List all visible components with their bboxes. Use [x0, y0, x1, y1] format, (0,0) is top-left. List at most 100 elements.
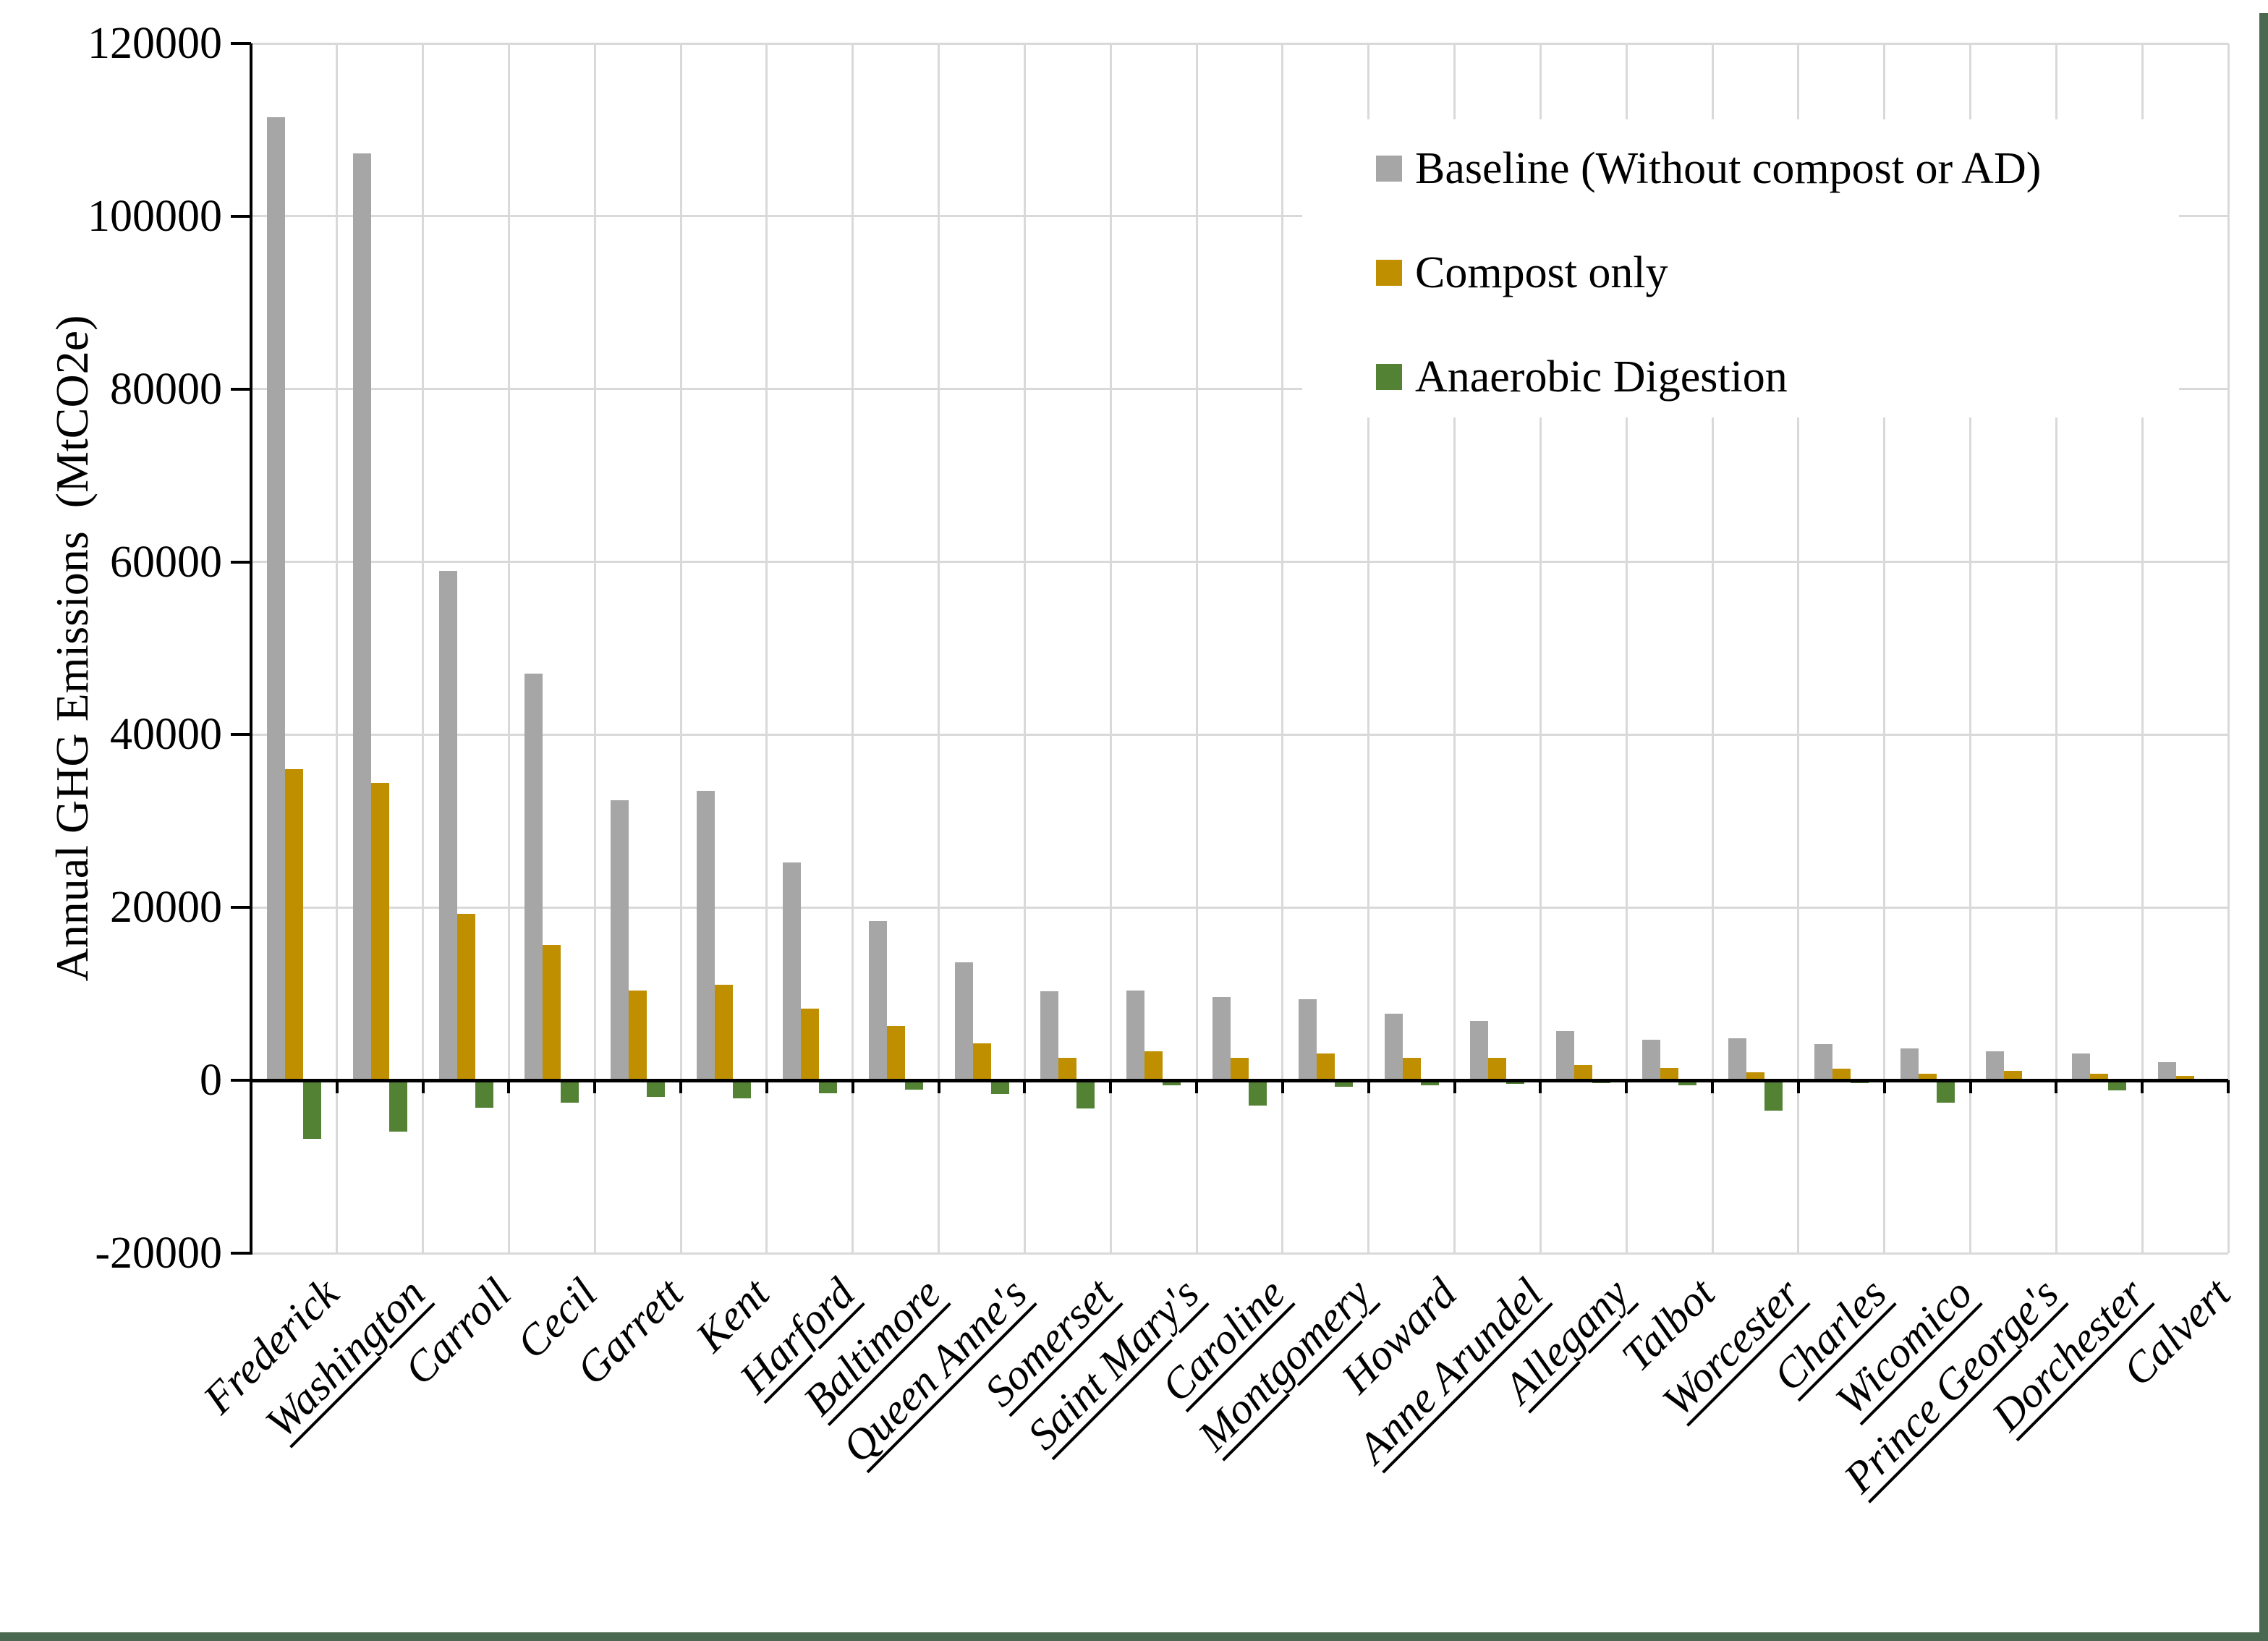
y-tick-label-20000: 20000 [110, 883, 222, 933]
gridline-v-14 [1453, 43, 1456, 1253]
bar-baseline-howard [1384, 1014, 1403, 1081]
bar-compost-dorchester [2090, 1073, 2109, 1081]
bar-compost-saint-mary-s [1144, 1051, 1163, 1081]
page-border-right [2259, 13, 2268, 1641]
bar-anaerobic-talbot [1678, 1080, 1697, 1085]
bar-baseline-queen-anne-s [954, 962, 973, 1081]
gridline-v-2 [422, 43, 425, 1253]
x-tick-10 [1109, 1080, 1113, 1094]
bar-compost-queen-anne-s [972, 1043, 991, 1081]
gridline-v-23 [2227, 43, 2230, 1253]
x-tick-5 [679, 1080, 683, 1094]
bar-anaerobic-garrett [647, 1080, 666, 1097]
legend-label-baseline: Baseline (Without compost or AD) [1415, 144, 2042, 193]
y-tick-label-0: 0 [200, 1056, 222, 1106]
bar-anaerobic-somerset [1076, 1080, 1095, 1108]
y-tick-label-40000: 40000 [110, 710, 222, 760]
bar-compost-worcester [1746, 1072, 1764, 1081]
y-tick-label-120000: 120000 [88, 19, 222, 68]
bar-baseline-harford [782, 862, 801, 1081]
x-tick-3 [507, 1080, 511, 1094]
bar-anaerobic-queen-anne-s [990, 1080, 1009, 1095]
bar-compost-montgomery [1316, 1053, 1335, 1081]
gridline-v-6 [765, 43, 768, 1253]
x-tick-15 [1539, 1080, 1542, 1094]
x-tick-18 [1796, 1080, 1800, 1094]
bar-compost-charles [1832, 1069, 1851, 1081]
bar-compost-kent [715, 984, 734, 1081]
bar-compost-washington [370, 783, 389, 1081]
bar-baseline-allegany [1556, 1031, 1575, 1081]
x-tick-16 [1625, 1080, 1628, 1094]
y-tick-label-80000: 80000 [110, 364, 222, 414]
x-tick-8 [937, 1080, 940, 1094]
legend-swatch-baseline-icon [1376, 156, 1402, 182]
bar-compost-carroll [456, 913, 475, 1081]
gridline-v-10 [1109, 43, 1112, 1253]
gridline-h-100000 [251, 215, 2228, 218]
x-tick-6 [765, 1080, 768, 1094]
bar-anaerobic-frederick [302, 1080, 321, 1140]
legend-label-compost: Compost only [1415, 248, 1668, 297]
x-tick-19 [1882, 1080, 1886, 1094]
gridline-v-16 [1625, 43, 1628, 1253]
x-tick-22 [2141, 1080, 2144, 1094]
gridline-v-12 [1281, 43, 1284, 1253]
bar-compost-garrett [629, 990, 647, 1081]
page-border-bottom [0, 1632, 2268, 1641]
gridline-v-4 [593, 43, 596, 1253]
x-tick-1 [335, 1080, 339, 1094]
gridline-v-5 [679, 43, 682, 1253]
legend: Baseline (Without compost or AD) Compost… [1302, 119, 2179, 417]
bar-anaerobic-wicomico [1936, 1080, 1955, 1103]
bar-compost-wicomico [1918, 1074, 1937, 1081]
gridline-v-17 [1711, 43, 1714, 1253]
gridline-h-20000 [251, 906, 2228, 909]
gridline-v-20 [1969, 43, 1972, 1253]
y-tick-40000 [231, 733, 251, 737]
gridline-v-3 [507, 43, 510, 1253]
bar-compost-prince-george-s [2004, 1071, 2023, 1081]
bar-anaerobic-washington [388, 1080, 407, 1132]
x-tick-11 [1195, 1080, 1199, 1094]
bar-anaerobic-howard [1420, 1080, 1439, 1085]
bar-baseline-anne-arundel [1470, 1020, 1489, 1081]
legend-label-anaerobic: Anaerobic Digestion [1415, 352, 1788, 402]
y-tick-label--20000: -20000 [95, 1229, 222, 1278]
gridline-h-120000 [251, 42, 2228, 45]
x-tick-23 [2227, 1080, 2230, 1094]
bar-compost-anne-arundel [1488, 1058, 1507, 1081]
bar-baseline-dorchester [2072, 1053, 2091, 1081]
y-tick-60000 [231, 560, 251, 564]
bar-baseline-garrett [611, 800, 629, 1081]
bar-baseline-worcester [1728, 1038, 1746, 1081]
gridline-v-13 [1367, 43, 1370, 1253]
y-tick-0 [231, 1079, 251, 1082]
legend-item-anaerobic: Anaerobic Digestion [1376, 348, 2179, 406]
bar-compost-frederick [284, 769, 303, 1081]
bar-baseline-caroline [1212, 997, 1231, 1081]
x-tick-20 [1968, 1080, 1972, 1094]
bar-baseline-baltimore [868, 921, 887, 1081]
gridline-v-18 [1797, 43, 1800, 1253]
bar-compost-allegany [1574, 1065, 1593, 1081]
bar-anaerobic-dorchester [2108, 1080, 2127, 1091]
gridline-h-80000 [251, 388, 2228, 391]
bar-compost-somerset [1058, 1058, 1077, 1081]
gridline-v-1 [336, 43, 339, 1253]
bar-baseline-frederick [266, 116, 285, 1081]
x-tick-21 [2055, 1080, 2058, 1094]
bar-compost-calvert [2176, 1075, 2195, 1081]
bar-compost-cecil [543, 944, 561, 1081]
bar-baseline-kent [697, 791, 715, 1081]
gridline-v-11 [1195, 43, 1198, 1253]
gridline-v-7 [851, 43, 854, 1253]
x-tick-0 [250, 1080, 252, 1094]
gridline-v-21 [2055, 43, 2057, 1253]
gridline-v-22 [2141, 43, 2144, 1253]
bar-compost-baltimore [886, 1025, 905, 1081]
legend-item-baseline: Baseline (Without compost or AD) [1376, 140, 2179, 198]
bar-anaerobic-montgomery [1334, 1080, 1353, 1087]
x-tick-14 [1453, 1080, 1456, 1094]
